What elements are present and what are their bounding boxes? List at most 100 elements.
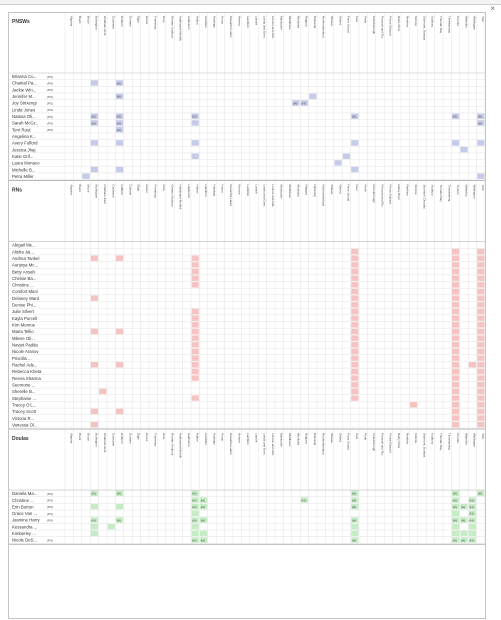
availability-cell[interactable] <box>116 328 124 335</box>
availability-cell[interactable] <box>452 302 460 308</box>
availability-cell[interactable] <box>452 113 460 120</box>
availability-cell[interactable] <box>477 355 485 361</box>
availability-cell[interactable] <box>90 503 98 510</box>
availability-cell[interactable] <box>107 523 115 530</box>
availability-cell[interactable] <box>191 395 199 401</box>
availability-cell[interactable] <box>452 517 460 523</box>
availability-cell[interactable] <box>191 517 199 523</box>
availability-cell[interactable] <box>300 497 308 503</box>
availability-cell[interactable] <box>191 530 199 537</box>
availability-cell[interactable] <box>452 537 460 543</box>
availability-cell[interactable] <box>351 375 359 381</box>
availability-cell[interactable] <box>452 388 460 395</box>
availability-cell[interactable] <box>452 497 460 503</box>
person-name[interactable]: Linda Jones <box>12 107 35 112</box>
availability-cell[interactable] <box>191 335 199 341</box>
availability-cell[interactable] <box>116 80 124 86</box>
person-name[interactable]: Nicole Aranov <box>12 349 39 354</box>
availability-cell[interactable] <box>477 255 485 261</box>
availability-cell[interactable] <box>191 348 199 355</box>
person-name[interactable]: Betty Ansah <box>12 269 36 274</box>
availability-cell[interactable] <box>90 530 98 537</box>
person-name[interactable]: Seemone ... <box>12 382 35 387</box>
availability-cell[interactable] <box>351 517 359 523</box>
availability-cell[interactable] <box>477 375 485 381</box>
person-name[interactable]: Brianna Cu... <box>12 74 37 79</box>
availability-cell[interactable] <box>191 375 199 381</box>
person-name[interactable]: Jessica Jhaj <box>12 147 35 152</box>
availability-cell[interactable] <box>452 421 460 428</box>
availability-cell[interactable] <box>477 120 485 126</box>
person-name[interactable]: Kimberley ... <box>12 531 36 536</box>
availability-cell[interactable] <box>90 120 98 126</box>
availability-cell[interactable] <box>351 268 359 275</box>
availability-cell[interactable] <box>468 537 476 543</box>
availability-cell[interactable] <box>90 408 98 415</box>
availability-cell[interactable] <box>477 395 485 401</box>
availability-cell[interactable] <box>351 295 359 301</box>
availability-cell[interactable] <box>90 80 98 86</box>
availability-cell[interactable] <box>468 523 476 530</box>
availability-cell[interactable] <box>116 140 124 146</box>
availability-cell[interactable] <box>477 382 485 388</box>
availability-cell[interactable] <box>477 490 485 497</box>
availability-cell[interactable] <box>351 523 359 530</box>
availability-cell[interactable] <box>351 248 359 255</box>
availability-cell[interactable] <box>116 113 124 120</box>
availability-cell[interactable] <box>90 140 98 146</box>
availability-cell[interactable] <box>90 255 98 261</box>
availability-cell[interactable] <box>477 295 485 301</box>
person-name[interactable]: Tracey O'L... <box>12 402 36 407</box>
availability-cell[interactable] <box>477 248 485 255</box>
availability-cell[interactable] <box>468 530 476 537</box>
availability-cell[interactable] <box>477 262 485 268</box>
availability-cell[interactable] <box>309 93 317 100</box>
availability-cell[interactable] <box>191 120 199 126</box>
availability-cell[interactable] <box>452 530 460 537</box>
availability-cell[interactable] <box>452 348 460 355</box>
availability-cell[interactable] <box>351 288 359 295</box>
availability-cell[interactable] <box>460 530 468 537</box>
availability-cell[interactable] <box>477 328 485 335</box>
person-name[interactable]: Comfort Mani <box>12 289 38 294</box>
availability-cell[interactable] <box>452 490 460 497</box>
availability-cell[interactable] <box>351 282 359 288</box>
availability-cell[interactable] <box>200 517 208 523</box>
availability-cell[interactable] <box>191 342 199 348</box>
person-name[interactable]: Erin Burton <box>12 504 34 509</box>
availability-cell[interactable] <box>452 288 460 295</box>
availability-cell[interactable] <box>191 153 199 159</box>
availability-cell[interactable] <box>351 348 359 355</box>
availability-cell[interactable] <box>191 497 199 503</box>
availability-cell[interactable] <box>477 388 485 395</box>
availability-cell[interactable] <box>351 140 359 146</box>
availability-cell[interactable] <box>300 100 308 106</box>
person-name[interactable]: Victoria R... <box>12 416 34 421</box>
availability-cell[interactable] <box>200 537 208 543</box>
availability-cell[interactable] <box>116 166 124 173</box>
availability-cell[interactable] <box>351 530 359 537</box>
person-name[interactable]: Julie Silvert <box>12 309 35 314</box>
person-name[interactable]: Angelina K... <box>12 134 36 139</box>
availability-cell[interactable] <box>191 523 199 530</box>
availability-cell[interactable] <box>452 395 460 401</box>
availability-cell[interactable] <box>351 503 359 510</box>
person-name[interactable]: Kim Munroe <box>12 323 36 328</box>
availability-cell[interactable] <box>351 362 359 368</box>
availability-cell[interactable] <box>351 497 359 503</box>
person-name[interactable]: Kayla Purcell <box>12 316 37 321</box>
availability-cell[interactable] <box>191 140 199 146</box>
availability-cell[interactable] <box>452 342 460 348</box>
person-name[interactable]: Delaney Ward <box>12 296 40 301</box>
availability-cell[interactable] <box>460 146 468 153</box>
availability-cell[interactable] <box>468 510 476 517</box>
availability-cell[interactable] <box>477 113 485 120</box>
availability-cell[interactable] <box>452 315 460 321</box>
person-name[interactable]: Avery Fulford <box>12 141 38 146</box>
availability-cell[interactable] <box>477 415 485 421</box>
availability-cell[interactable] <box>477 282 485 288</box>
person-name[interactable]: Jackie Win... <box>12 87 36 92</box>
availability-cell[interactable] <box>351 342 359 348</box>
availability-cell[interactable] <box>191 490 199 497</box>
availability-cell[interactable] <box>292 100 300 106</box>
